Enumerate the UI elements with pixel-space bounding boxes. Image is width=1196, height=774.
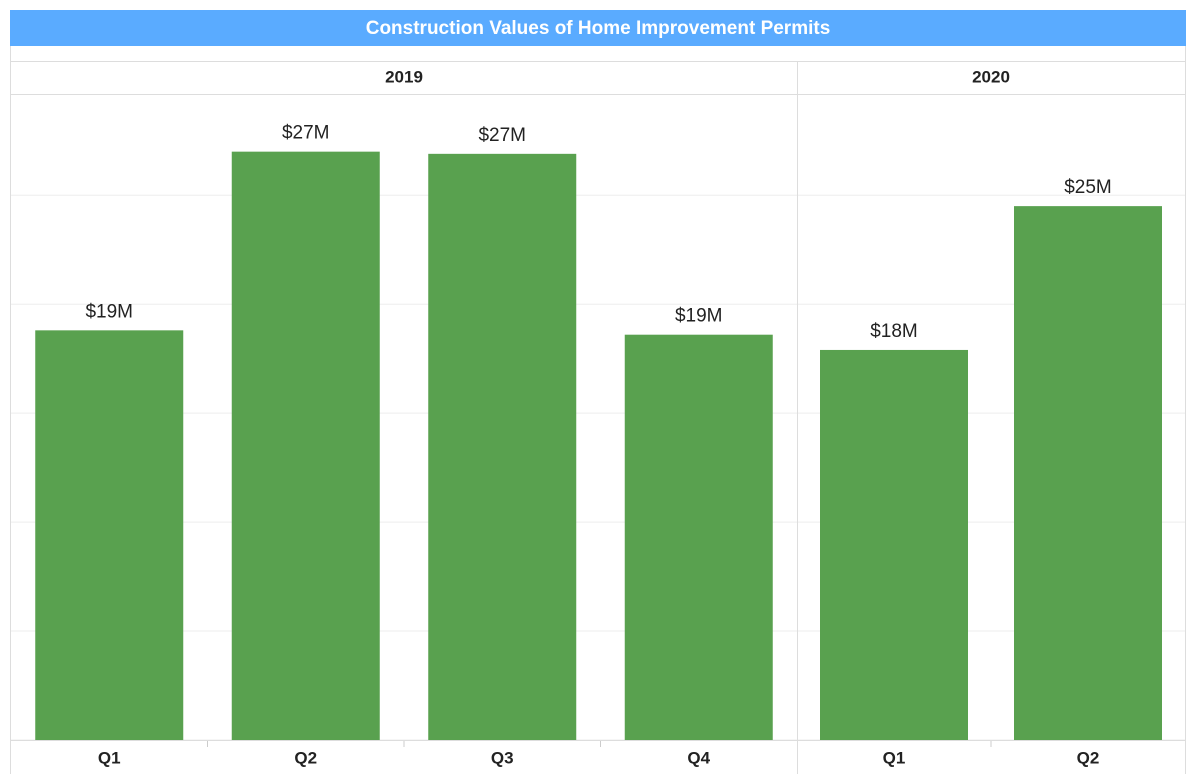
value-label: $27M	[282, 123, 330, 144]
panel-label: 2019	[385, 67, 423, 86]
panel-label: 2020	[972, 67, 1010, 86]
x-tick-label: Q1	[883, 748, 906, 767]
x-tick-label: Q2	[294, 748, 317, 767]
bar	[428, 153, 577, 740]
bar	[624, 334, 773, 740]
value-label: $27M	[478, 125, 526, 146]
x-tick-label: Q3	[491, 748, 514, 767]
x-tick-label: Q1	[98, 748, 121, 767]
bar	[820, 349, 968, 740]
x-tick-label: Q2	[1077, 748, 1100, 767]
title-bar	[10, 10, 1186, 46]
bar	[231, 151, 380, 741]
value-label: $19M	[675, 306, 723, 327]
value-label: $19M	[85, 301, 133, 322]
chart-title: Construction Values of Home Improvement …	[366, 18, 831, 39]
value-label: $25M	[1064, 177, 1112, 198]
x-tick-label: Q4	[687, 748, 710, 767]
value-label: $18M	[870, 321, 918, 342]
bar	[35, 330, 184, 740]
bar	[1014, 206, 1162, 740]
